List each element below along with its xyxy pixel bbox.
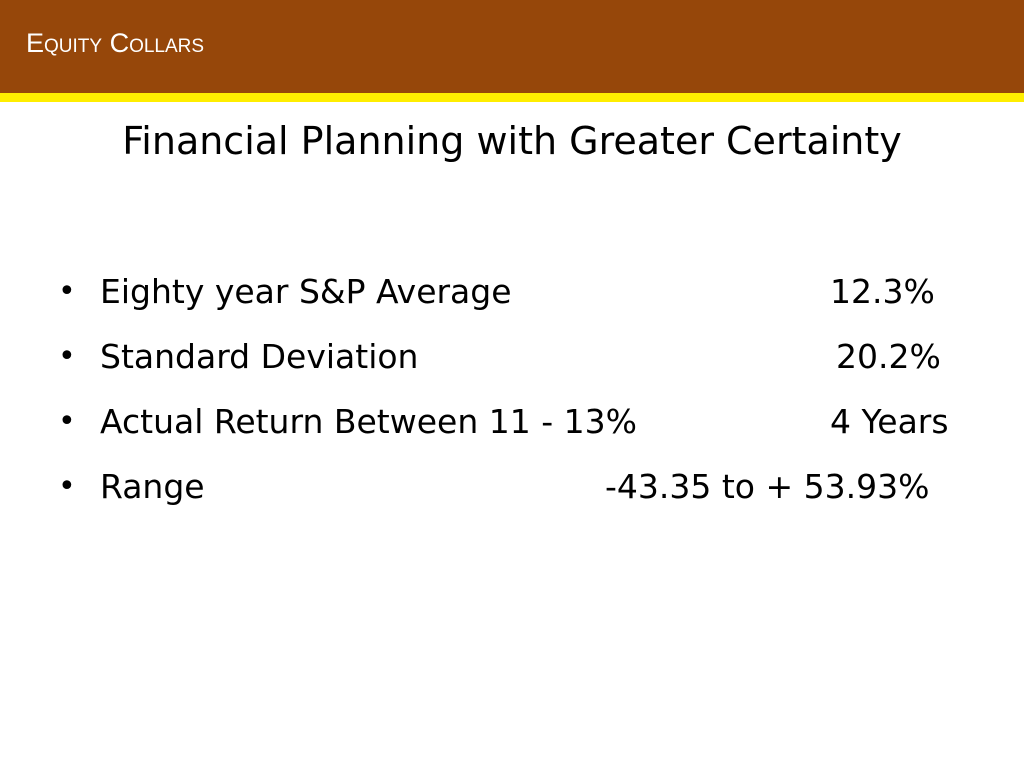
bullet-label: Eighty year S&P Average <box>100 272 512 311</box>
bullet-item-standard-deviation: • Standard Deviation 20.2% <box>0 329 1024 394</box>
accent-stripe <box>0 93 1024 102</box>
bullet-item-sp-average: • Eighty year S&P Average 12.3% <box>0 264 1024 329</box>
bullet-dot-icon: • <box>58 404 76 439</box>
header-bar: Equity Collars <box>0 0 1024 93</box>
bullet-value: 4 Years <box>830 402 949 441</box>
bullet-label: Standard Deviation <box>100 337 419 376</box>
bullet-value: -43.35 to + 53.93% <box>605 467 930 506</box>
bullet-item-range: • Range -43.35 to + 53.93% <box>0 459 1024 524</box>
bullet-dot-icon: • <box>58 469 76 504</box>
bullet-dot-icon: • <box>58 339 76 374</box>
bullet-label: Actual Return Between 11 - 13% <box>100 402 637 441</box>
section-title: Equity Collars <box>26 28 205 58</box>
bullet-value: 20.2% <box>836 337 941 376</box>
bullet-value: 12.3% <box>830 272 935 311</box>
bullet-item-actual-return: • Actual Return Between 11 - 13% 4 Years <box>0 394 1024 459</box>
bullet-label: Range <box>100 467 205 506</box>
slide-title: Financial Planning with Greater Certaint… <box>122 119 902 163</box>
bullet-list: • Eighty year S&P Average 12.3% • Standa… <box>0 264 1024 524</box>
bullet-dot-icon: • <box>58 274 76 309</box>
